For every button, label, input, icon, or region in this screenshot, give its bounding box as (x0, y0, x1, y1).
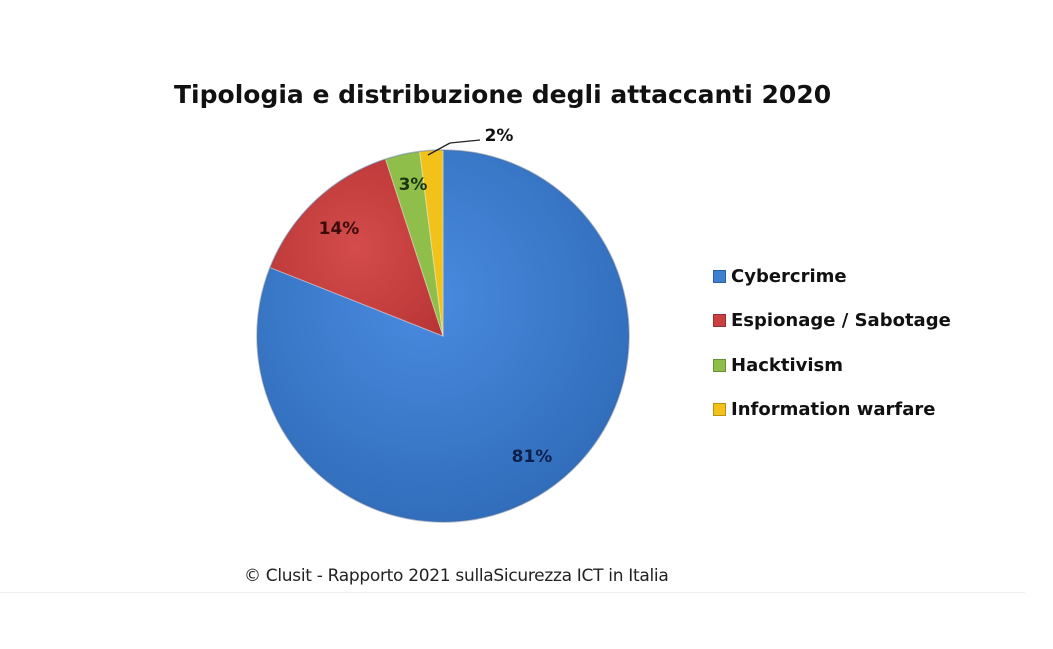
legend-swatch-red (713, 314, 726, 328)
pie-slices (256, 149, 630, 523)
leader-line (449, 139, 481, 144)
legend-swatch-yellow (713, 403, 726, 417)
pie-slice-information-warfare (419, 149, 444, 337)
pie-outline (256, 149, 630, 523)
legend-label: Hacktivism (731, 354, 843, 376)
pie-slice-hacktivism (384, 150, 444, 337)
legend-label: Espionage / Sabotage (731, 310, 951, 332)
source-footer: © Clusit - Rapporto 2021 sullaSicurezza … (244, 566, 669, 586)
leader-line (427, 142, 451, 156)
legend-item-hacktivism: Hacktivism (713, 343, 951, 388)
data-label: 14% (319, 219, 360, 239)
legend-item-information-warfare: Information warfare (713, 388, 951, 433)
pie-slice-cybercrime (256, 149, 630, 523)
chart-title: Tipologia e distribuzione degli attaccan… (174, 80, 832, 109)
legend-label: Cybercrime (731, 265, 847, 287)
legend: Cybercrime Espionage / Sabotage Hacktivi… (713, 254, 951, 432)
pie-slice-espionage-sabotage (269, 158, 444, 337)
legend-item-cybercrime: Cybercrime (713, 254, 951, 299)
legend-swatch-green (713, 358, 726, 372)
data-label: 3% (399, 175, 428, 195)
data-label: 2% (485, 126, 514, 146)
legend-swatch-blue (713, 269, 726, 283)
data-label: 81% (512, 447, 553, 467)
divider (0, 592, 1025, 593)
pie-labels: 81% 14% 3% 2% (319, 126, 553, 467)
legend-label: Information warfare (731, 399, 936, 421)
legend-item-espionage: Espionage / Sabotage (713, 299, 951, 344)
